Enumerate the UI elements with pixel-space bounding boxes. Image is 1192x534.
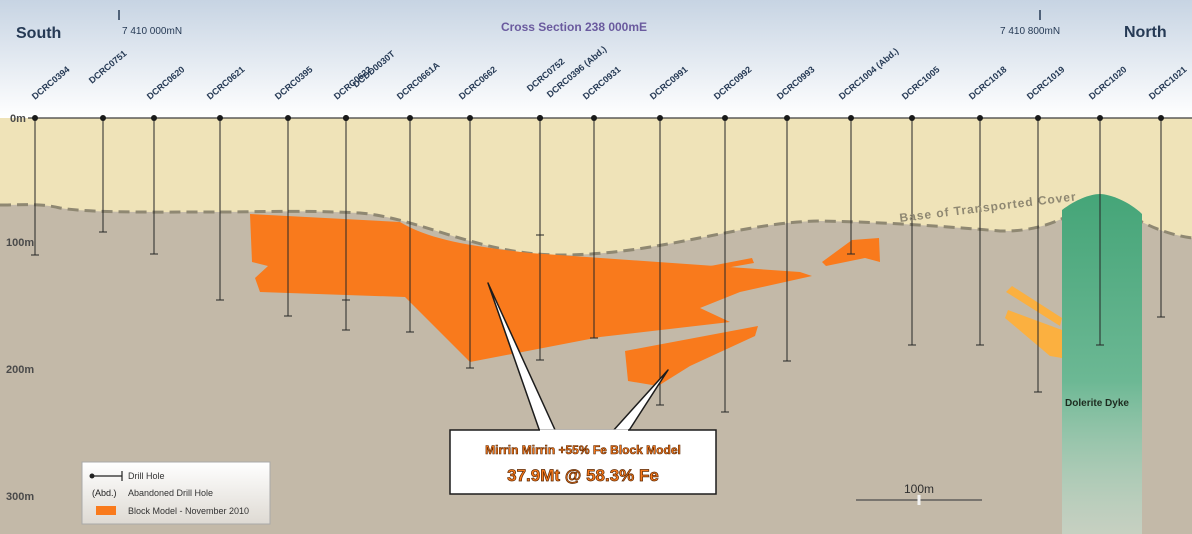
label-left-coordinate: 7 410 000mN (122, 26, 182, 37)
sky-band (0, 0, 1192, 118)
drill-hole-collar (909, 115, 915, 121)
depth-label-200m: 200m (6, 364, 34, 376)
drill-hole-collar (100, 115, 106, 121)
callout: Mirrin Mirrin +55% Fe Block Model 37.9Mt… (449, 282, 717, 495)
label-right-coordinate: 7 410 800mN (1000, 26, 1060, 37)
drill-hole-collar (217, 115, 223, 121)
legend-label-drill-hole: Drill Hole (128, 471, 165, 481)
transported-cover (0, 118, 1192, 255)
depth-label-0m: 0m (10, 113, 26, 125)
ore-body-dyke-upper (1006, 286, 1062, 326)
label-south: South (16, 25, 61, 42)
drill-hole-collar (591, 115, 597, 121)
drill-hole-collar (977, 115, 983, 121)
callout-title: Mirrin Mirrin +55% Fe Block Model (485, 443, 681, 457)
legend-label-block-model: Block Model - November 2010 (128, 506, 249, 516)
drill-hole-collar (784, 115, 790, 121)
depth-label-100m: 100m (6, 237, 34, 249)
drill-hole-collar (1097, 115, 1103, 121)
callout-value: 37.9Mt @ 58.3% Fe (507, 466, 659, 485)
drill-hole-collar (537, 115, 543, 121)
drill-hole-collar (1158, 115, 1164, 121)
callout-box (449, 429, 717, 495)
ore-body-dyke-lower (1005, 310, 1062, 358)
drill-hole-collar (657, 115, 663, 121)
label-north: North (1124, 24, 1167, 41)
legend: Drill Hole (Abd.) Abandoned Drill Hole B… (81, 461, 271, 525)
depth-label-300m: 300m (6, 491, 34, 503)
dolerite-dyke (1062, 194, 1142, 534)
label-dolerite-dyke: Dolerite Dyke (1065, 398, 1129, 409)
drill-hole-collar (343, 115, 349, 121)
ore-body-small (700, 258, 754, 272)
legend-label-abandoned: Abandoned Drill Hole (128, 488, 213, 498)
legend-symbol-abandoned: (Abd.) (92, 488, 117, 498)
drill-hole-collar (407, 115, 413, 121)
drill-hole-collar (285, 115, 291, 121)
drill-hole-collar (1035, 115, 1041, 121)
scale-bar: 100m (856, 482, 982, 505)
drill-hole-collar (467, 115, 473, 121)
drill-hole-collar (151, 115, 157, 121)
title-cross-section: Cross Section 238 000mE (501, 20, 647, 34)
drill-hole-collar (32, 115, 38, 121)
drill-hole-collar (722, 115, 728, 121)
ore-body-main (250, 214, 812, 362)
scale-bar-label: 100m (904, 482, 934, 496)
drill-hole-collar (848, 115, 854, 121)
legend-drill-hole-symbol (89, 471, 123, 481)
legend-block-model-swatch (96, 506, 116, 515)
